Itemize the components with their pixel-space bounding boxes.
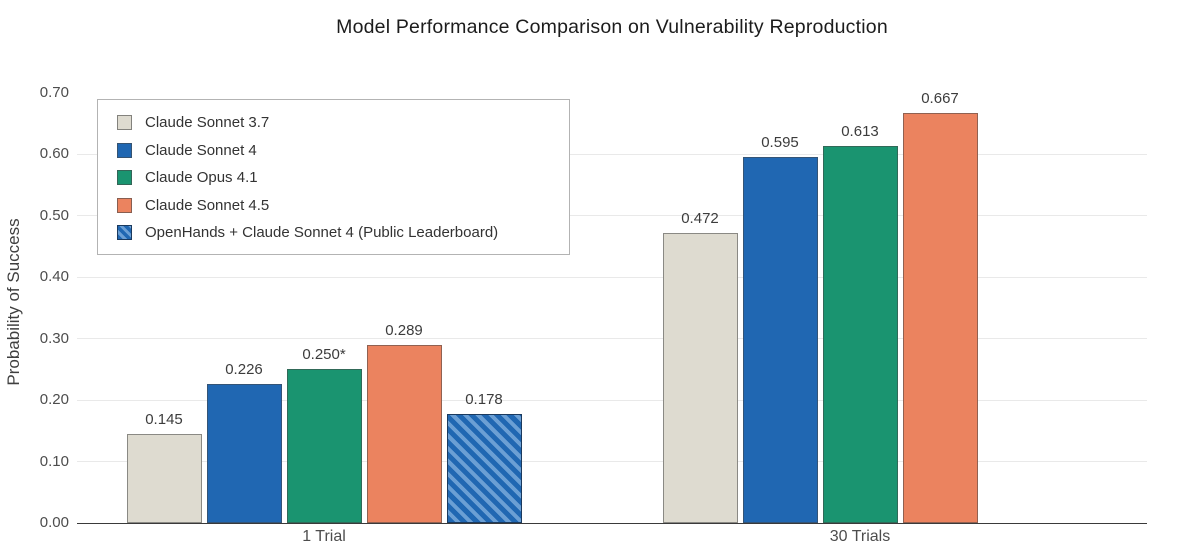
- legend-item: Claude Opus 4.1: [110, 164, 557, 192]
- x-tick-label: 1 Trial: [302, 528, 346, 545]
- legend-item-label: Claude Opus 4.1: [145, 169, 258, 187]
- bar: [206, 384, 282, 523]
- y-tick-label: 0.50: [39, 206, 69, 224]
- legend-item-label: Claude Sonnet 4: [145, 141, 257, 159]
- bar: [446, 414, 522, 523]
- y-tick-label: 0.40: [39, 268, 69, 285]
- gridline: [77, 461, 1147, 462]
- bar-value-label: 0.613: [841, 123, 879, 140]
- y-tick-label: 0.30: [39, 329, 69, 347]
- legend-item: Claude Sonnet 4.5: [110, 192, 557, 220]
- bar-value-label: 0.145: [145, 411, 183, 428]
- bar: [366, 345, 442, 523]
- legend-item-label: Claude Sonnet 4.5: [145, 196, 270, 214]
- legend-item: Claude Sonnet 4: [110, 137, 557, 165]
- x-tick-label: 30 Trials: [829, 528, 891, 545]
- y-axis-label: Probability of Success: [4, 218, 23, 386]
- bar-value-label: 0.250*: [302, 346, 346, 363]
- legend-swatch: [117, 197, 132, 213]
- bar: [902, 113, 978, 523]
- legend-item: OpenHands + Claude Sonnet 4 (Public Lead…: [110, 219, 557, 247]
- plot-area: 0.00 0.10 0.20 0.30 0.40 0.50 0.60 0.70 1 Trial 3…: [40, 84, 1147, 545]
- chart-title: Model Performance Comparison on Vulnerab…: [336, 16, 888, 38]
- legend-item-label: OpenHands + Claude Sonnet 4 (Public Lead…: [145, 224, 499, 242]
- bar: [742, 157, 818, 523]
- gridline: [77, 399, 1147, 401]
- bar: [286, 369, 362, 523]
- y-tick-label: 0.20: [39, 391, 69, 408]
- legend-swatch: [117, 225, 132, 241]
- legend-swatch: [117, 115, 132, 131]
- y-tick-label: 0.60: [39, 145, 69, 162]
- bar-value-label: 0.178: [465, 391, 503, 408]
- y-tick-label: 0.70: [39, 83, 69, 101]
- bar-value-label: 0.595: [761, 134, 799, 151]
- legend-swatch: [117, 170, 132, 186]
- gridline: [77, 153, 1147, 155]
- gridline: [77, 338, 1147, 339]
- legend-swatch: [117, 142, 132, 158]
- bar: [126, 434, 202, 523]
- bar: [822, 146, 898, 523]
- bar-value-label: 0.226: [225, 361, 263, 378]
- legend-item: Claude Sonnet 3.7: [110, 109, 557, 137]
- y-tick-label: 0.00: [39, 514, 69, 531]
- bar-value-label: 0.667: [921, 90, 959, 107]
- y-tick-label: 0.10: [39, 452, 69, 470]
- bar-value-label: 0.472: [681, 210, 719, 227]
- legend-item-label: Claude Sonnet 3.7: [145, 114, 270, 132]
- bar-value-label: 0.289: [385, 322, 423, 339]
- bar: [662, 233, 738, 523]
- legend: Claude Sonnet 3.7 Claude Sonnet 4 Claude O…: [97, 99, 570, 255]
- gridline: [77, 215, 1147, 216]
- gridline: [77, 276, 1147, 278]
